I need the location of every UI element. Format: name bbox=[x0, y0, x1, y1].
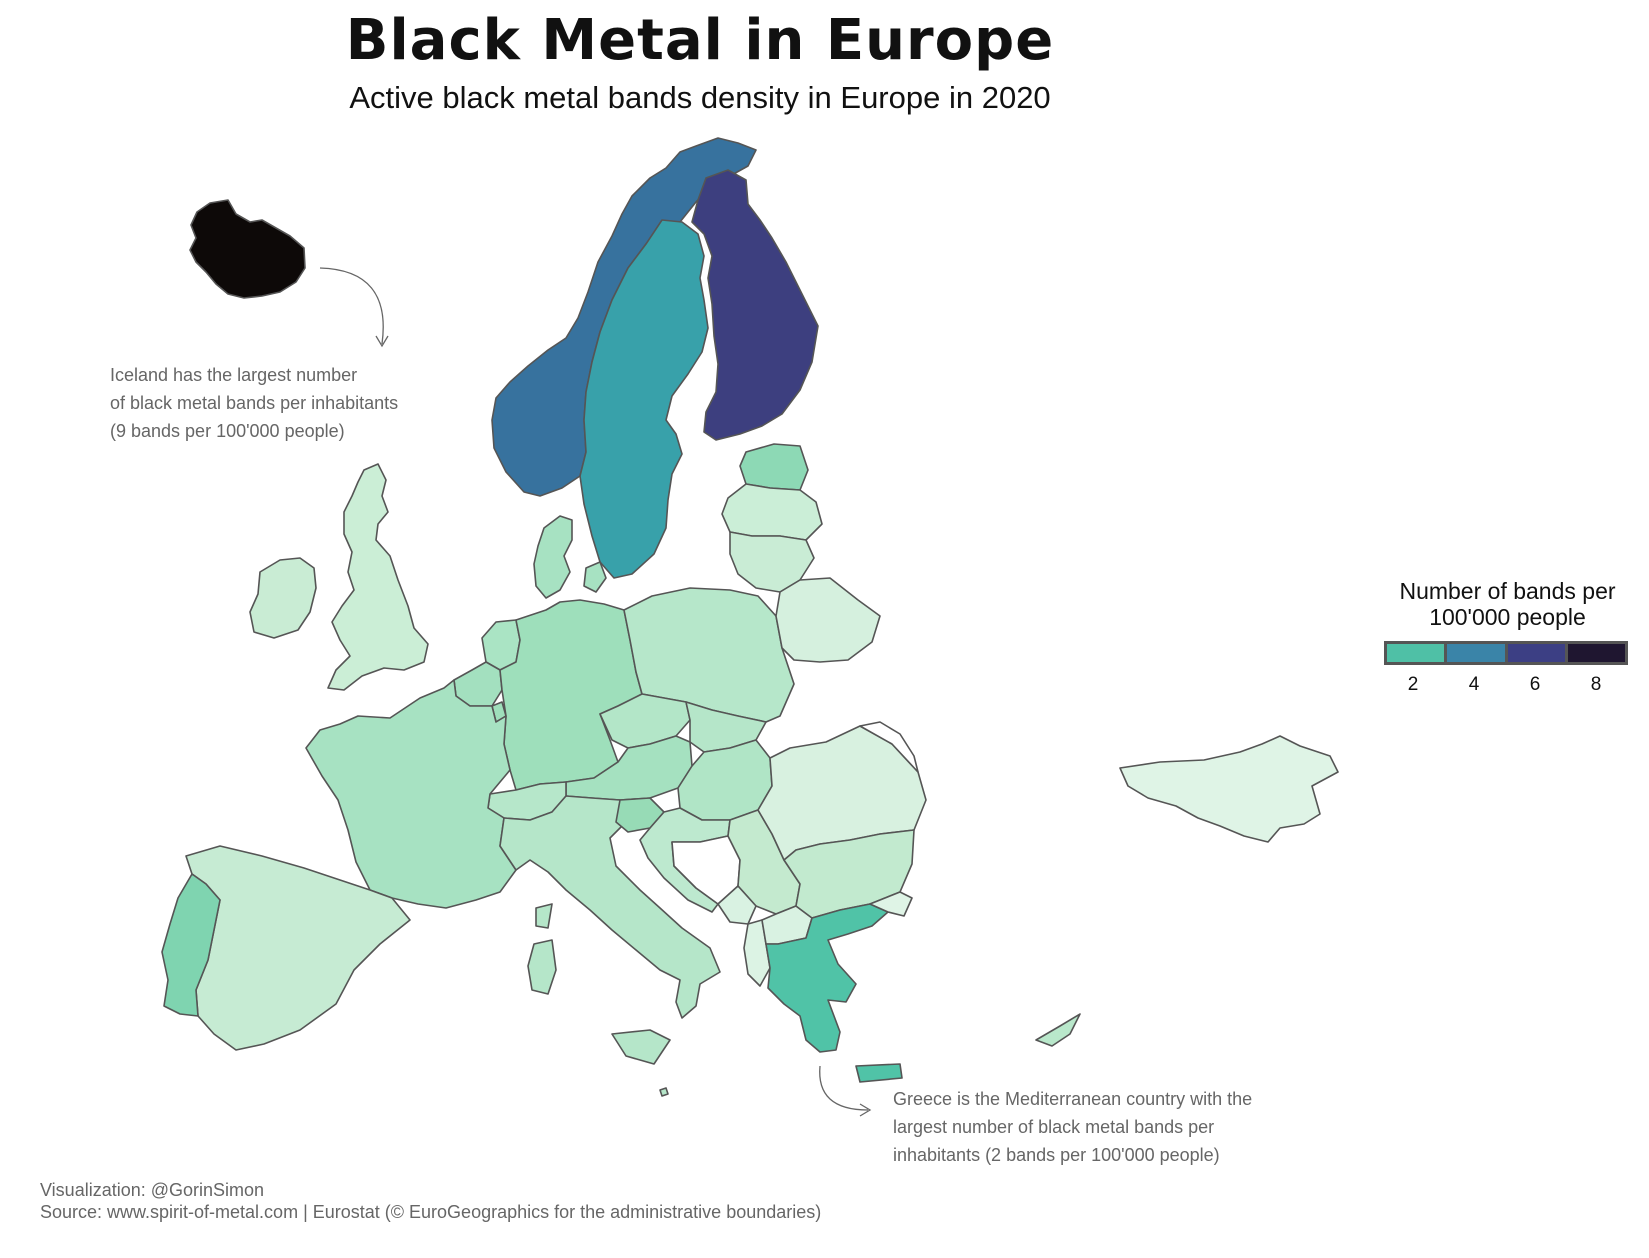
country-greece bbox=[765, 903, 903, 1083]
country-portugal bbox=[161, 873, 221, 1017]
country-montenegro bbox=[717, 885, 757, 925]
legend-swatch bbox=[1447, 644, 1505, 662]
country-belarus bbox=[775, 577, 881, 663]
country-moldova bbox=[859, 721, 919, 773]
source-credit: Source: www.spirit-of-metal.com | Eurost… bbox=[40, 1202, 822, 1222]
country-poland bbox=[623, 587, 795, 723]
iceland-annotation: Iceland has the largest number of black … bbox=[110, 361, 440, 445]
iceland-arrow-head bbox=[375, 335, 389, 348]
legend-title-line: 100'000 people bbox=[1429, 604, 1586, 630]
country-france bbox=[305, 679, 517, 909]
country-estonia bbox=[739, 443, 809, 491]
legend-color-bar bbox=[1384, 641, 1628, 665]
country-italy bbox=[499, 795, 721, 1065]
country-ireland bbox=[249, 557, 317, 639]
country-denmark bbox=[533, 515, 607, 599]
legend-swatch bbox=[1567, 644, 1625, 662]
greece-annotation-line: largest number of black metal bands per bbox=[893, 1117, 1215, 1137]
legend-tick: 8 bbox=[1590, 674, 1602, 695]
country-latvia bbox=[721, 483, 823, 541]
iceland-annotation-line: Iceland has the largest number bbox=[110, 365, 358, 385]
map-title: Black Metal in Europe bbox=[345, 8, 1055, 73]
country-malta bbox=[659, 1087, 669, 1097]
greece-arrow-head bbox=[859, 1103, 872, 1117]
iceland-annotation-line: (9 bands per 100'000 people) bbox=[110, 421, 345, 441]
country-uk bbox=[327, 463, 429, 691]
legend-swatch bbox=[1387, 644, 1445, 662]
greece-annotation-line: Greece is the Mediterranean country with… bbox=[893, 1089, 1253, 1109]
country-iceland bbox=[189, 199, 306, 299]
country-finland bbox=[691, 169, 819, 441]
legend-swatch bbox=[1507, 644, 1565, 662]
country-cyprus bbox=[1035, 1013, 1081, 1047]
greece-annotation: Greece is the Mediterranean country with… bbox=[893, 1085, 1293, 1169]
legend-title: Number of bands per 100'000 people bbox=[1370, 578, 1645, 630]
legend-tick: 6 bbox=[1529, 674, 1541, 695]
legend-tick: 2 bbox=[1407, 674, 1419, 695]
legend-tick: 4 bbox=[1468, 674, 1480, 695]
iceland-arrow bbox=[319, 267, 384, 345]
iceland-annotation-line: of black metal bands per inhabitants bbox=[110, 393, 399, 413]
map-subtitle: Active black metal bands density in Euro… bbox=[349, 80, 1051, 115]
country-hungary bbox=[677, 739, 773, 821]
greece-annotation-line: inhabitants (2 bands per 100'000 people) bbox=[893, 1145, 1220, 1165]
greece-arrow bbox=[819, 1065, 869, 1111]
legend-title-line: Number of bands per bbox=[1399, 578, 1616, 604]
country-sweden bbox=[579, 219, 709, 579]
country-turkey bbox=[869, 735, 1339, 917]
visualization-credit: Visualization: @GorinSimon bbox=[40, 1180, 265, 1200]
